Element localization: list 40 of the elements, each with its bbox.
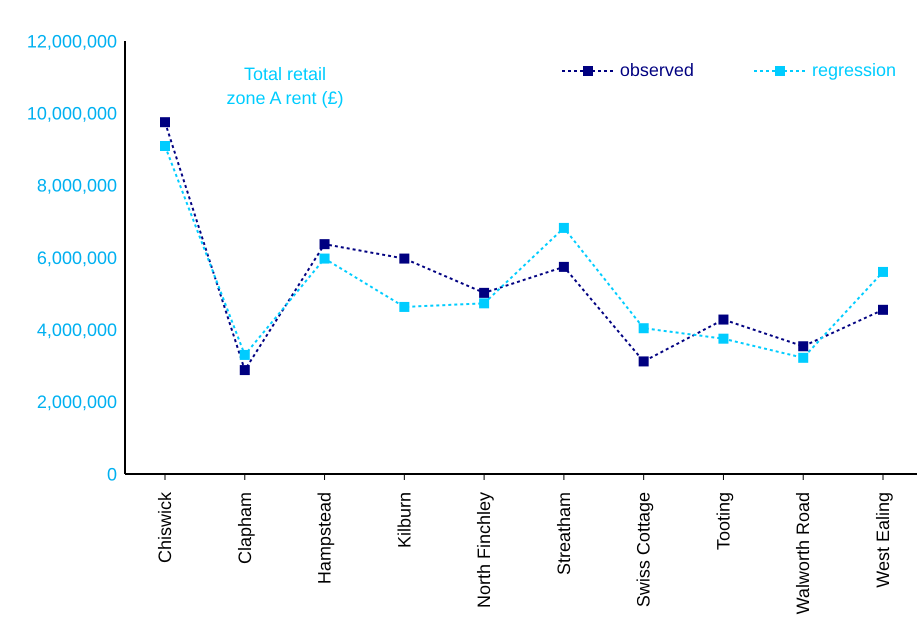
point	[479, 298, 490, 308]
x-tick-label: Clapham	[234, 492, 255, 564]
legend-label: regression	[812, 60, 896, 81]
point	[320, 239, 330, 250]
x-tick-label: Streatham	[554, 492, 574, 576]
y-tick-label: 0	[106, 464, 117, 484]
point	[718, 314, 728, 325]
point	[718, 334, 728, 344]
point	[240, 365, 250, 376]
x-tick-label: Swiss Cottage	[634, 492, 654, 608]
point	[399, 254, 410, 264]
point	[320, 254, 330, 264]
x-tick-label: Walworth Road	[793, 492, 814, 614]
annotation: Total retail zone A rent (£)	[225, 63, 345, 110]
x-tick-label: Chiswick	[155, 491, 175, 564]
y-tick-label: 2,000,000	[36, 392, 117, 412]
point	[160, 141, 170, 152]
point	[798, 352, 808, 363]
x-tick-label: Tooting	[713, 492, 734, 550]
point	[878, 266, 888, 277]
point	[638, 356, 649, 366]
y-tick-label: 8,000,000	[36, 176, 117, 196]
point	[638, 323, 649, 334]
legend-label: observed	[620, 60, 694, 81]
point	[878, 304, 888, 315]
point	[558, 262, 569, 272]
y-tick-label: 6,000,000	[36, 248, 117, 268]
y-tick-label: 10,000,000	[26, 104, 117, 124]
point	[479, 288, 490, 298]
y-tick-label: 4,000,000	[36, 320, 117, 340]
point	[558, 222, 569, 233]
y-tick-label: 12,000,000	[26, 31, 117, 52]
point	[399, 302, 410, 312]
x-tick-label: West Ealing	[873, 492, 893, 588]
x-tick-label: Hampstead	[314, 492, 335, 584]
x-tick-label: Kilburn	[394, 492, 414, 548]
point	[240, 350, 250, 360]
point	[798, 341, 808, 352]
point	[160, 117, 170, 128]
x-tick-label: North Finchley	[474, 492, 494, 608]
